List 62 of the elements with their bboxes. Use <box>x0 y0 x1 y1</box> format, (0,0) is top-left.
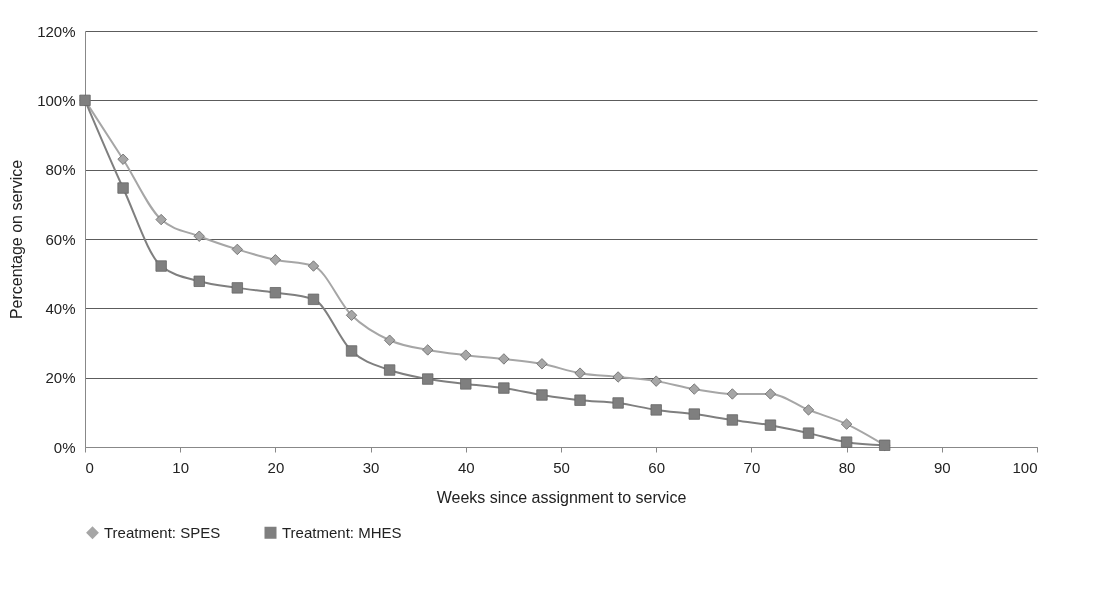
point <box>726 388 738 400</box>
x-tick-label: 80 <box>838 458 856 476</box>
point <box>193 275 205 287</box>
x-axis-title: Weeks since assignment to service <box>436 488 687 506</box>
point <box>460 378 472 390</box>
y-tick-label: 20% <box>45 369 76 387</box>
point <box>384 334 396 346</box>
point <box>574 367 586 379</box>
point <box>307 260 320 272</box>
point <box>345 309 358 321</box>
point <box>231 282 243 294</box>
point <box>688 383 700 395</box>
point <box>764 388 777 400</box>
point <box>269 287 282 299</box>
point <box>498 353 510 365</box>
point <box>764 419 777 431</box>
x-tick-label: 30 <box>362 458 380 476</box>
point <box>840 418 853 430</box>
point <box>802 427 815 439</box>
point <box>155 260 167 272</box>
point <box>117 153 129 165</box>
point <box>536 389 548 401</box>
point <box>307 293 320 305</box>
y-axis-title: Percentage on service <box>8 159 26 320</box>
point <box>612 397 624 409</box>
point <box>612 371 624 383</box>
x-tick-label: 10 <box>172 458 190 476</box>
y-tick-label: 0% <box>53 438 76 456</box>
x-tick-label: 60 <box>648 458 666 476</box>
x-tick-label: 40 <box>457 458 475 476</box>
x-tick-label: 0 <box>85 458 94 476</box>
y-tick-label: 40% <box>45 299 76 317</box>
point <box>840 436 853 448</box>
point <box>345 345 358 357</box>
legend-label: Treatment: MHES <box>282 523 402 541</box>
point <box>498 382 510 394</box>
x-tick-label: 20 <box>267 458 285 476</box>
y-tick-label: 80% <box>45 161 76 179</box>
point <box>422 373 434 385</box>
y-tick-label: 100% <box>37 91 76 109</box>
point <box>802 404 815 416</box>
point <box>460 349 472 361</box>
point <box>117 182 129 194</box>
point <box>155 213 167 226</box>
y-tick-label: 120% <box>37 22 76 40</box>
point <box>536 358 548 370</box>
point <box>193 230 205 242</box>
point <box>650 404 662 416</box>
legend-label: Treatment: SPES <box>104 523 221 541</box>
y-tick-label: 60% <box>45 230 76 248</box>
point <box>726 414 738 426</box>
point <box>650 375 662 387</box>
x-tick-label: 90 <box>933 458 951 476</box>
x-tick-label: 70 <box>743 458 761 476</box>
x-tick-label: 50 <box>553 458 570 476</box>
point <box>574 394 586 406</box>
point <box>384 364 396 376</box>
point <box>422 344 434 356</box>
point <box>231 243 243 256</box>
point <box>269 254 282 266</box>
x-tick-label: 100 <box>1012 458 1038 476</box>
point <box>688 408 700 420</box>
